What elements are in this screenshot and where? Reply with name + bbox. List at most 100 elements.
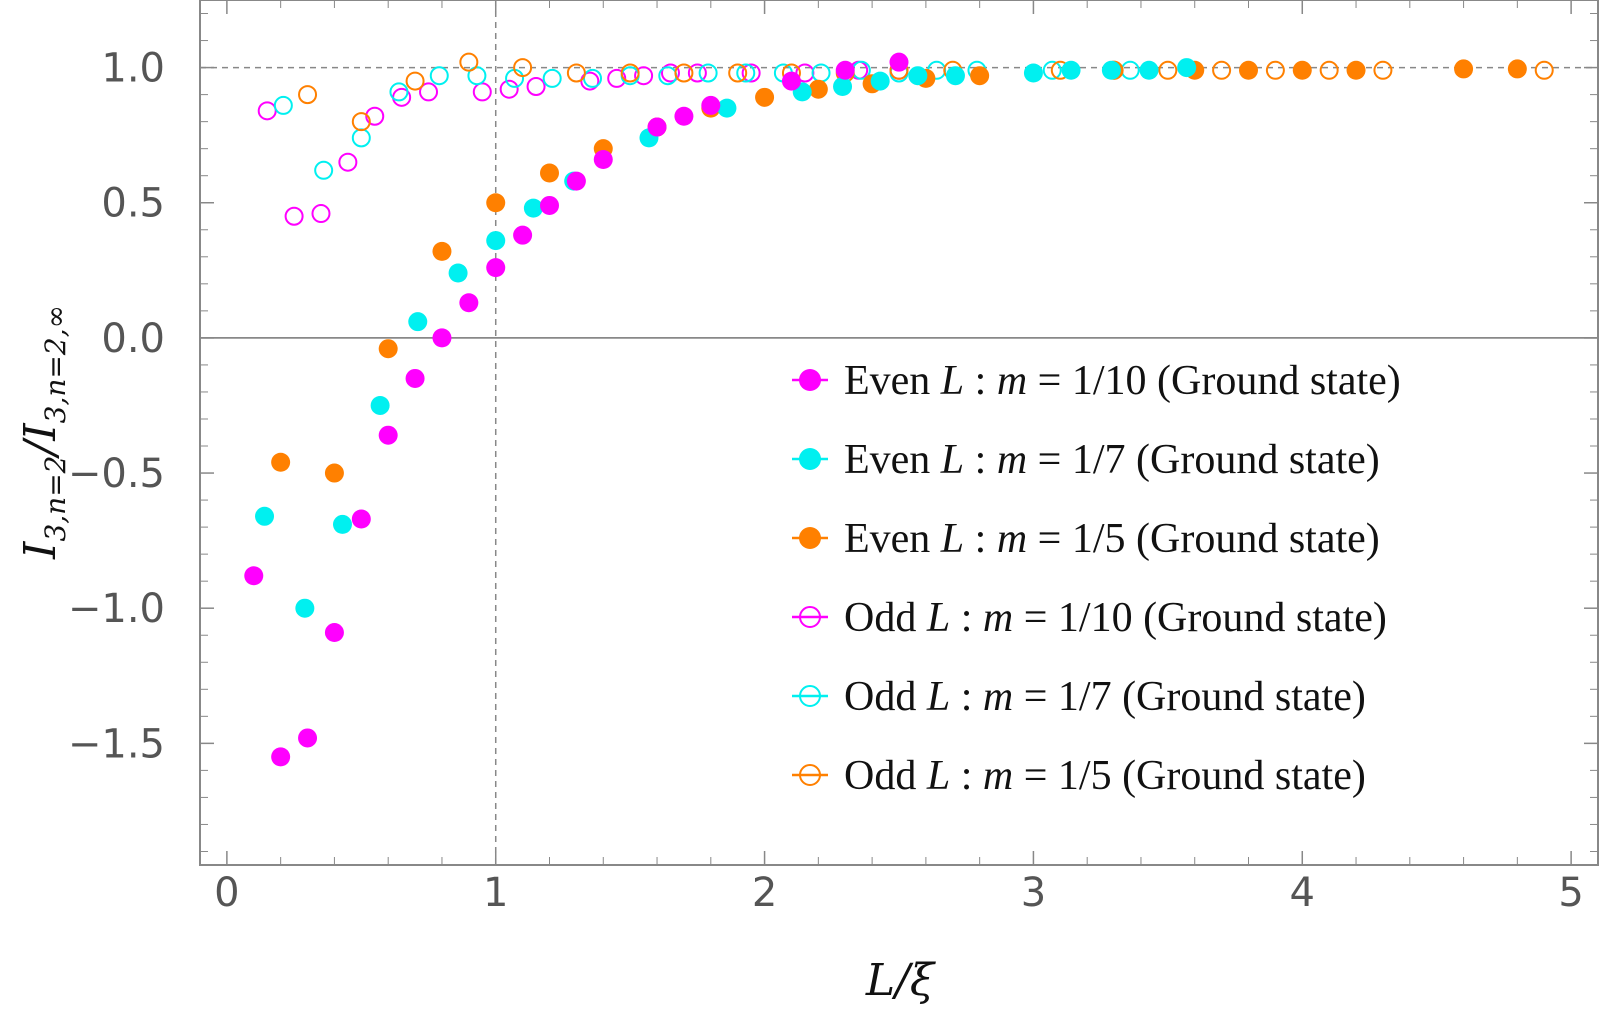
legend-swatch-marker xyxy=(799,527,821,549)
legend-entry: Even L : m = 1/5 (Ground state) xyxy=(792,516,1380,562)
y-axis-title-sub-num: 3,n=2 xyxy=(39,456,72,542)
legend: Even L : m = 1/10 (Ground state) Even L :… xyxy=(792,358,1401,799)
series-odd-4 xyxy=(273,60,1140,180)
data-point xyxy=(389,82,409,102)
legend-var: L xyxy=(940,358,964,404)
x-tick-label: 4 xyxy=(1290,870,1315,916)
legend-label: Even L : m = 1/5 (Ground state) xyxy=(844,516,1380,562)
data-point xyxy=(332,514,352,534)
data-point xyxy=(1265,60,1285,80)
data-point xyxy=(244,566,264,586)
data-point xyxy=(808,79,828,99)
data-point xyxy=(1101,60,1121,80)
data-point xyxy=(736,63,756,83)
data-point xyxy=(1042,60,1062,80)
x-tick-label: 0 xyxy=(214,870,239,916)
y-tick-label: −1.0 xyxy=(68,586,165,632)
data-point xyxy=(405,368,425,388)
data-point xyxy=(566,171,586,191)
legend-parity: Odd xyxy=(844,753,927,799)
series-even-0 xyxy=(244,52,909,767)
data-point xyxy=(701,95,721,115)
legend-sep: : xyxy=(950,674,983,720)
plot-frame xyxy=(199,0,1599,866)
data-point xyxy=(833,77,853,96)
data-point xyxy=(271,452,291,472)
legend-mvar: m xyxy=(983,674,1013,720)
data-point xyxy=(870,71,890,91)
x-tick-label: 3 xyxy=(1021,870,1046,916)
data-point xyxy=(540,163,559,183)
data-point xyxy=(634,66,654,86)
data-point xyxy=(1061,60,1081,80)
data-point xyxy=(324,623,344,643)
data-point xyxy=(908,66,928,86)
data-point xyxy=(526,77,546,96)
data-point xyxy=(486,193,506,213)
data-point xyxy=(781,71,801,91)
data-point xyxy=(513,58,533,78)
data-point xyxy=(1319,60,1339,80)
y-tick-label: −0.5 xyxy=(68,451,165,497)
series-even-2 xyxy=(271,59,1527,483)
data-point xyxy=(540,195,559,215)
data-point xyxy=(298,85,318,105)
series-odd-5 xyxy=(298,52,1554,132)
data-point xyxy=(311,204,331,224)
data-point xyxy=(351,509,371,529)
y-tick-label: 1.0 xyxy=(101,46,165,92)
x-tick-label: 2 xyxy=(752,870,777,916)
data-point xyxy=(687,63,707,83)
data-point xyxy=(370,395,390,415)
y-tick-label: 0.0 xyxy=(101,316,165,362)
legend-sep: : xyxy=(950,753,983,799)
data-point xyxy=(338,152,358,172)
legend-sep: : xyxy=(950,595,983,641)
legend-swatch-marker xyxy=(799,448,821,470)
data-point xyxy=(419,82,439,102)
legend-sep: : xyxy=(964,437,997,483)
data-point xyxy=(513,225,533,245)
data-point xyxy=(717,98,737,118)
data-point xyxy=(647,117,667,137)
legend-label: Even L : m = 1/10 (Ground state) xyxy=(844,358,1401,404)
data-point xyxy=(448,263,468,283)
data-point xyxy=(257,101,277,121)
data-point xyxy=(408,312,428,332)
data-point xyxy=(324,463,344,483)
x-tick-label: 5 xyxy=(1558,870,1583,916)
legend-rest: = 1/10 (Ground state) xyxy=(1013,595,1387,641)
legend-rest: = 1/7 (Ground state) xyxy=(1013,674,1366,720)
data-point xyxy=(1534,60,1554,80)
x-axis-title: L/ξ xyxy=(865,955,937,1006)
data-point xyxy=(674,106,694,126)
data-point xyxy=(378,339,398,359)
legend-entry: Odd L : m = 1/10 (Ground state) xyxy=(792,595,1387,641)
data-point xyxy=(1158,60,1178,80)
data-point xyxy=(486,258,506,278)
data-point xyxy=(351,112,371,132)
data-point xyxy=(314,160,334,180)
y-axis-title: I3,n=2/I3,n=2,∞ xyxy=(15,305,72,560)
data-point xyxy=(432,328,452,348)
data-point xyxy=(298,728,318,748)
data-point xyxy=(523,198,543,218)
data-point xyxy=(1120,60,1140,80)
data-point xyxy=(607,68,627,88)
legend-mvar: m xyxy=(997,437,1027,483)
legend-parity: Odd xyxy=(844,674,927,720)
legend-rest: = 1/10 (Ground state) xyxy=(1027,358,1401,404)
data-point xyxy=(1139,60,1159,80)
data-point xyxy=(835,60,855,80)
data-point xyxy=(429,66,449,86)
data-points xyxy=(244,52,1554,767)
data-point xyxy=(255,506,275,526)
legend-rest: = 1/5 (Ground state) xyxy=(1013,753,1366,799)
legend-swatch-marker xyxy=(799,685,821,707)
x-tick-label: 1 xyxy=(483,870,508,916)
legend-mvar: m xyxy=(997,516,1027,562)
y-axis-title-sub-den: 3,n=2,∞ xyxy=(39,305,72,423)
legend-var: L xyxy=(926,753,950,799)
legend-label: Odd L : m = 1/5 (Ground state) xyxy=(844,753,1366,799)
